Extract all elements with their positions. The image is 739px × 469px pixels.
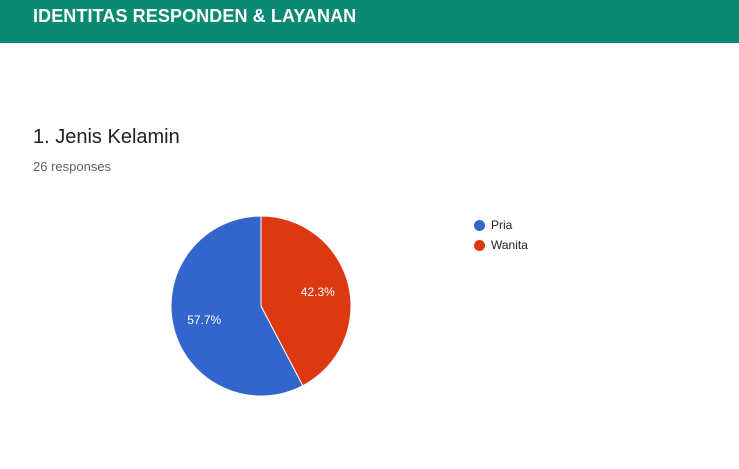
legend-swatch-icon: [474, 239, 485, 251]
pie-data-label: 57.7%: [187, 313, 221, 327]
legend-label: Pria: [491, 218, 513, 232]
section-title: IDENTITAS RESPONDEN & LAYANAN: [33, 6, 357, 26]
pie-data-label: 42.3%: [301, 285, 335, 299]
pie-slice-pria[interactable]: [170, 215, 304, 397]
pie-slice-wanita[interactable]: [260, 215, 352, 387]
legend-item-wanita[interactable]: Wanita: [474, 235, 528, 255]
question-title: 1. Jenis Kelamin: [33, 126, 180, 148]
response-count: 26 responses: [33, 159, 112, 174]
section-header: IDENTITAS RESPONDEN & LAYANAN: [0, 0, 739, 43]
legend-label: Wanita: [491, 238, 528, 252]
legend-swatch-icon: [474, 219, 485, 231]
legend-item-pria[interactable]: Pria: [474, 215, 528, 235]
chart-legend: Pria Wanita: [474, 215, 528, 255]
